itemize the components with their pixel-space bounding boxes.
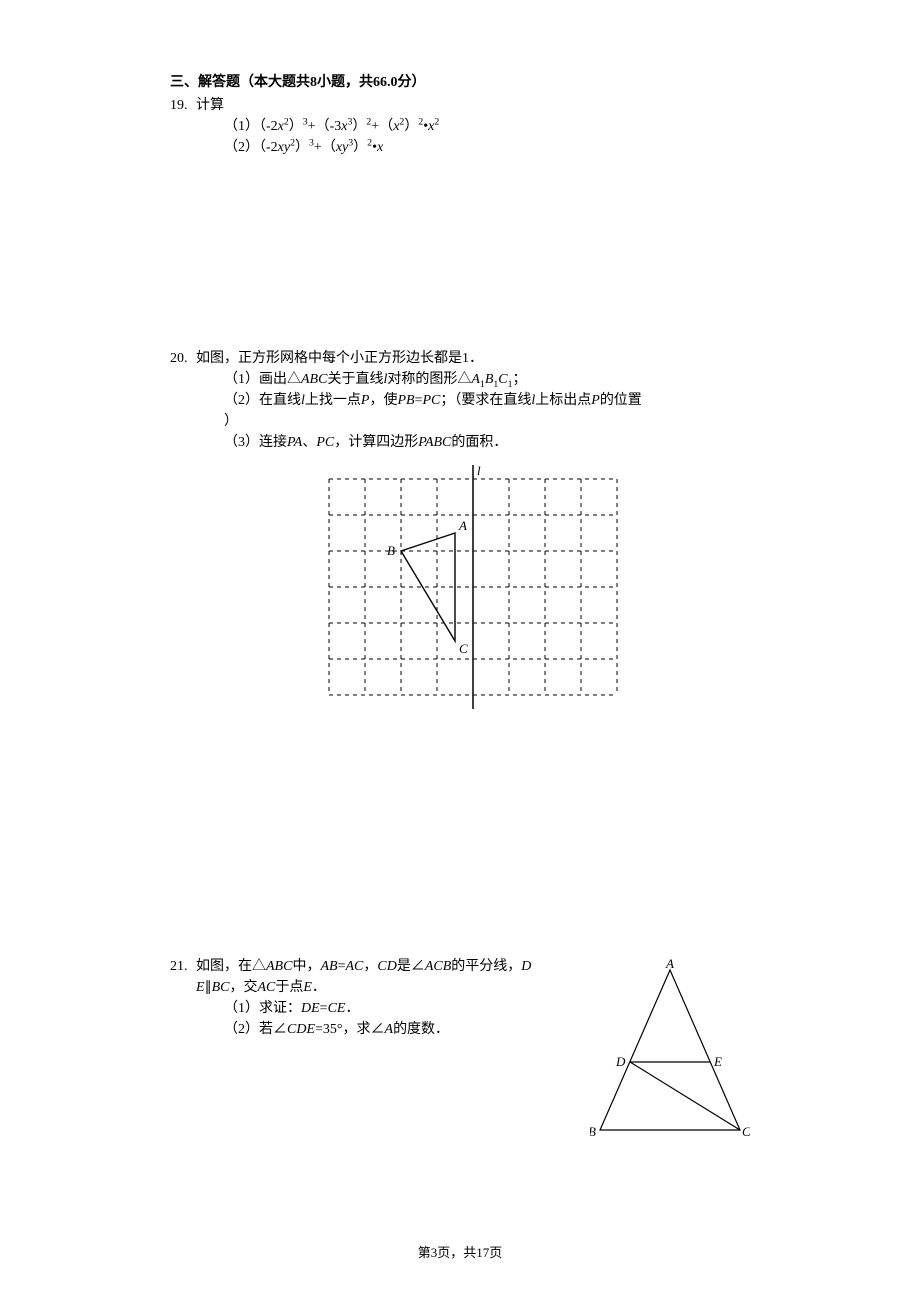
svg-text:E: E bbox=[713, 1054, 722, 1069]
question-body: 如图，在△ABC中，AB=AC，CD是∠ACB的平分线，D E∥BC，交AC于点… bbox=[196, 956, 750, 1153]
sub-question: （1）画出△ABC关于直线l对称的图形△A1B1C1； bbox=[196, 369, 750, 390]
question-number: 19. bbox=[170, 95, 196, 116]
svg-text:A: A bbox=[458, 518, 467, 533]
svg-text:C: C bbox=[742, 1124, 750, 1139]
spacer bbox=[170, 756, 750, 956]
problem-19: 19. 计算 （1）（-2x2）3+（-3x3）2+（x2）2•x2 （2）（-… bbox=[170, 95, 750, 158]
question-number: 20. bbox=[170, 348, 196, 369]
section-heading: 三、解答题（本大题共8小题，共66.0分） bbox=[170, 72, 750, 93]
sub-question: （1）求证：DE=CE． bbox=[196, 998, 572, 1019]
sub-question-cont: ） bbox=[196, 411, 750, 432]
svg-text:B: B bbox=[387, 543, 395, 558]
problem-text: E∥BC，交AC于点E． bbox=[196, 977, 572, 998]
page-footer: 第3页，共17页 bbox=[0, 1243, 920, 1263]
grid-svg: l A B C bbox=[313, 459, 633, 719]
svg-text:B: B bbox=[590, 1124, 596, 1139]
expression-line: （1）（-2x2）3+（-3x3）2+（x2）2•x2 bbox=[196, 116, 750, 137]
sub-question: （3）连接PA、PC，计算四边形PABC的面积． bbox=[196, 432, 750, 453]
page: 三、解答题（本大题共8小题，共66.0分） 19. 计算 （1）（-2x2）3+… bbox=[0, 0, 920, 1302]
problem-title: 计算 bbox=[196, 95, 750, 116]
sub-question: （2）在直线l上找一点P，使PB=PC；（要求在直线l上标出点P的位置 bbox=[196, 390, 750, 411]
grid-figure: l A B C bbox=[196, 459, 750, 726]
spacer bbox=[170, 188, 750, 348]
expression-line: （2）（-2xy2）3+（xy3）2•x bbox=[196, 137, 750, 158]
question-body: 如图，正方形网格中每个小正方形边长都是1． （1）画出△ABC关于直线l对称的图… bbox=[196, 348, 750, 726]
svg-text:D: D bbox=[615, 1054, 626, 1069]
problem-text: 如图，在△ABC中，AB=AC，CD是∠ACB的平分线，D bbox=[196, 956, 572, 977]
problem-row: 20. 如图，正方形网格中每个小正方形边长都是1． （1）画出△ABC关于直线l… bbox=[170, 348, 750, 726]
problem-21: 21. 如图，在△ABC中，AB=AC，CD是∠ACB的平分线，D E∥BC，交… bbox=[170, 956, 750, 1153]
triangle-svg: A B C D E bbox=[590, 956, 750, 1146]
svg-text:C: C bbox=[459, 641, 468, 656]
problem-text: 如图，正方形网格中每个小正方形边长都是1． bbox=[196, 348, 750, 369]
question-number: 21. bbox=[170, 956, 196, 977]
question-body: 计算 （1）（-2x2）3+（-3x3）2+（x2）2•x2 （2）（-2xy2… bbox=[196, 95, 750, 158]
problem-row: 21. 如图，在△ABC中，AB=AC，CD是∠ACB的平分线，D E∥BC，交… bbox=[170, 956, 750, 1153]
problem-row: 19. 计算 （1）（-2x2）3+（-3x3）2+（x2）2•x2 （2）（-… bbox=[170, 95, 750, 158]
problem-20: 20. 如图，正方形网格中每个小正方形边长都是1． （1）画出△ABC关于直线l… bbox=[170, 348, 750, 726]
sub-question: （2）若∠CDE=35°，求∠A的度数． bbox=[196, 1019, 572, 1040]
figure-column: A B C D E bbox=[590, 956, 750, 1153]
svg-text:l: l bbox=[477, 463, 481, 478]
text-column: 如图，在△ABC中，AB=AC，CD是∠ACB的平分线，D E∥BC，交AC于点… bbox=[196, 956, 572, 1040]
svg-text:A: A bbox=[665, 956, 674, 971]
